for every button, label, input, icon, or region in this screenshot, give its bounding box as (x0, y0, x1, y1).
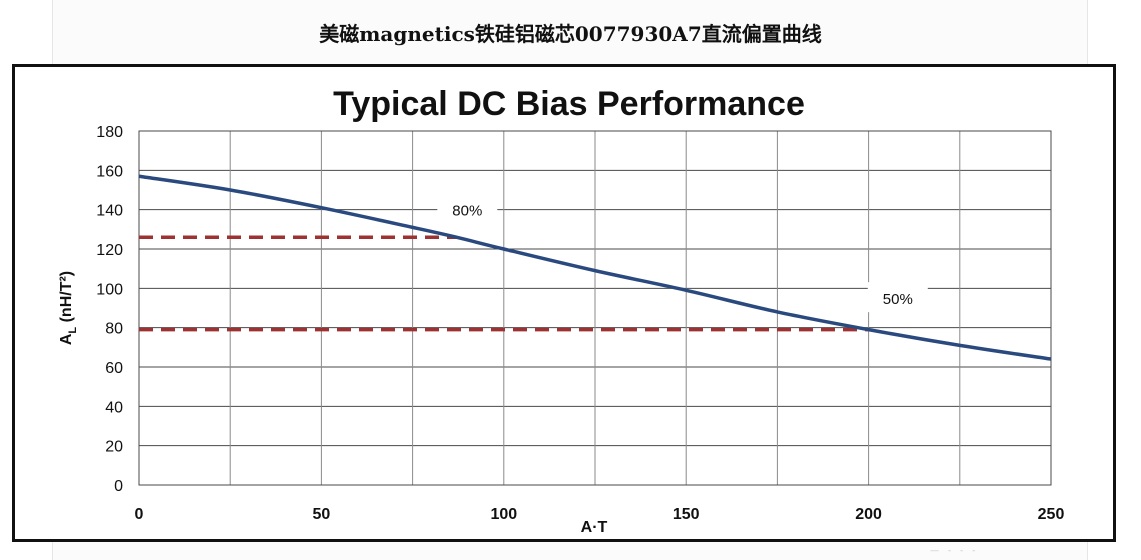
series-line (138, 174, 1052, 361)
y-tick-label: 60 (105, 360, 123, 377)
y-tick-label: 140 (96, 203, 123, 220)
x-tick-label: 200 (855, 506, 882, 523)
annotation-label: 50% (883, 291, 913, 308)
y-tick-label: 80 (105, 321, 123, 338)
page-heading: 美磁magnetics铁硅铝磁芯0077930A7直流偏置曲线 (319, 22, 822, 46)
x-tick-label: 0 (135, 506, 144, 523)
x-tick-label: 150 (673, 506, 700, 523)
y-tick-label: 20 (105, 439, 123, 456)
annotation-label: 80% (452, 203, 482, 220)
y-axis-label-text: AL (nH/T²) (58, 271, 79, 345)
y-tick-label: 0 (114, 478, 123, 495)
watermark: — ‑ ‑ ‑ (930, 546, 979, 556)
y-axis-label: AL (nH/T²) (58, 271, 79, 345)
y-tick-label: 180 (96, 124, 123, 141)
dc-bias-chart: Typical DC Bias Performance 80% 50% 0 20 40… (58, 85, 1064, 536)
x-tick-label: 100 (490, 506, 517, 523)
chart-title: Typical DC Bias Performance (333, 85, 805, 123)
series-layer (138, 174, 1052, 361)
y-tick-label: 100 (96, 281, 123, 298)
annotation-bg (437, 193, 498, 224)
annotations: 80% 50% (437, 193, 928, 313)
reference-lines (139, 235, 869, 332)
x-axis-label: A·T (581, 519, 608, 536)
y-tick-label: 160 (96, 163, 123, 180)
tick-labels: 0 20 40 60 80 100 120 140 160 180 0 50 100 150 200 250 (96, 124, 1064, 523)
y-tick-label: 120 (96, 242, 123, 259)
x-tick-label: 50 (313, 506, 331, 523)
annotation-bg (867, 282, 928, 313)
x-tick-label: 250 (1038, 506, 1065, 523)
y-tick-label: 40 (105, 399, 123, 416)
plot-frame (138, 130, 1052, 486)
chart-container: Typical DC Bias Performance 80% 50% 0 20 40… (12, 64, 1116, 542)
y-axis-label-group: AL (nH/T²) (58, 271, 79, 345)
